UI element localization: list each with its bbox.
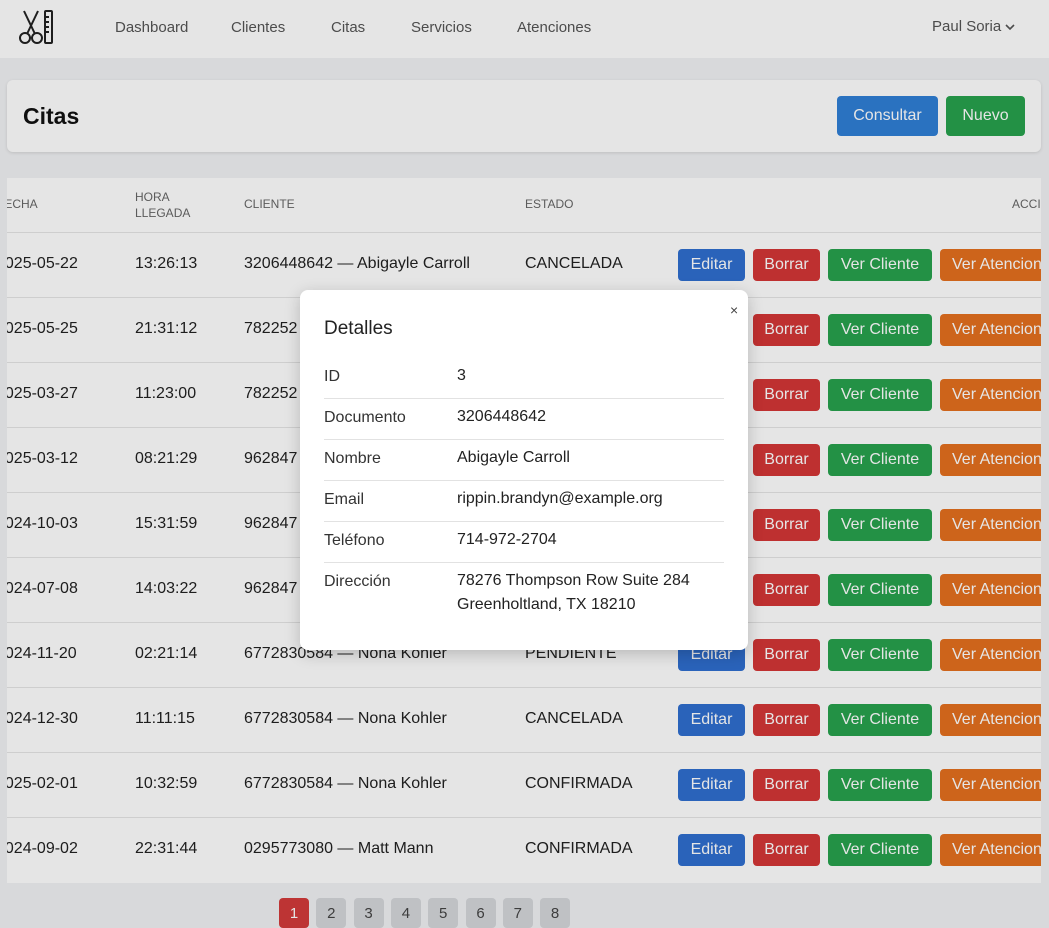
field-divider bbox=[324, 439, 724, 440]
field-divider bbox=[324, 480, 724, 481]
field-value: 78276 Thompson Row Suite 284 Greenholtla… bbox=[457, 569, 719, 617]
field-value: Abigayle Carroll bbox=[457, 446, 719, 470]
field-divider bbox=[324, 562, 724, 563]
field-divider bbox=[324, 521, 724, 522]
field-value: 714-972-2704 bbox=[457, 528, 719, 552]
field-value: rippin.brandyn@example.org bbox=[457, 487, 719, 511]
modal-title: Detalles bbox=[324, 318, 393, 340]
field-label: Nombre bbox=[324, 450, 381, 468]
close-button[interactable]: × bbox=[730, 302, 738, 318]
field-divider bbox=[324, 398, 724, 399]
field-label: ID bbox=[324, 368, 340, 386]
field-value: 3 bbox=[457, 364, 719, 388]
field-label: Documento bbox=[324, 409, 406, 427]
field-value: 3206448642 bbox=[457, 405, 719, 429]
field-label: Dirección bbox=[324, 573, 391, 591]
field-label: Teléfono bbox=[324, 532, 385, 550]
modal: Detalles × ID 3 Documento 3206448642 Nombre Abi… bbox=[300, 290, 748, 650]
field-label: Email bbox=[324, 491, 364, 509]
